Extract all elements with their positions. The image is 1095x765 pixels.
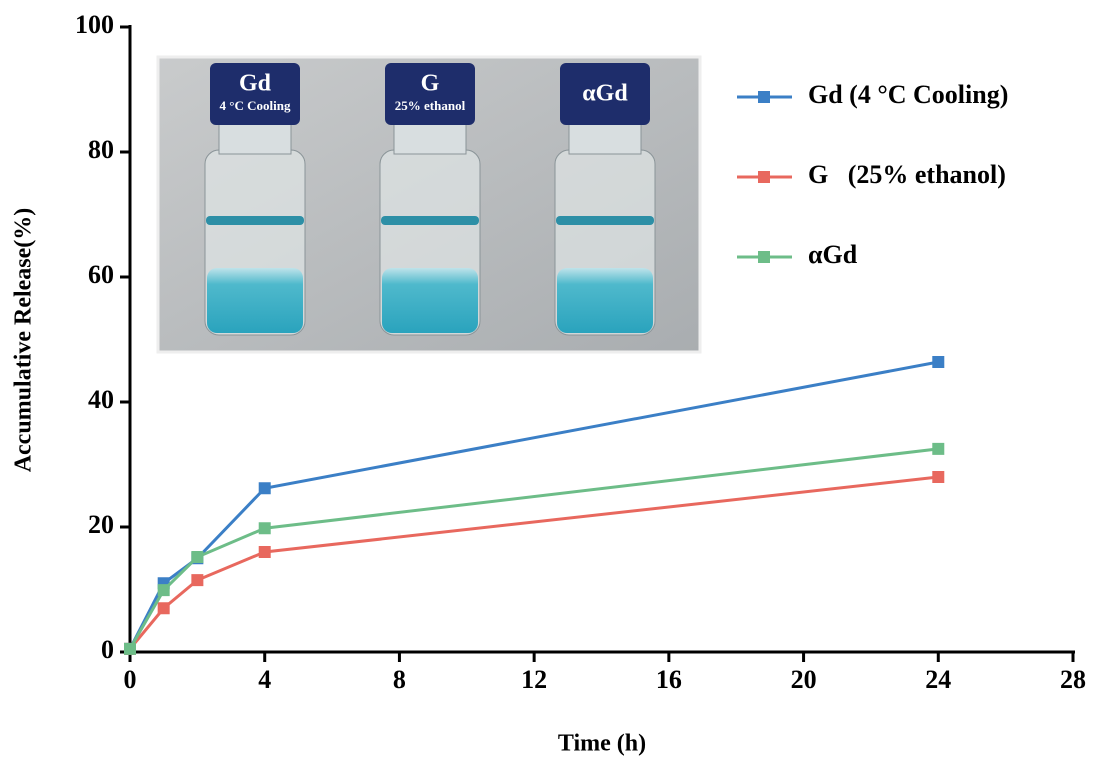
y-tick-label: 80	[88, 135, 114, 164]
vial-neck	[394, 122, 466, 154]
x-tick-label: 28	[1060, 665, 1086, 694]
y-tick-label: 0	[101, 635, 114, 664]
x-tick-label: 16	[656, 665, 682, 694]
inset-sublabel: 4 °C Cooling	[220, 98, 291, 113]
series-line	[130, 449, 938, 649]
y-axis-label: Accumulative Release(%)	[11, 208, 37, 473]
y-tick-label: 100	[75, 10, 114, 39]
vial-meniscus	[206, 216, 304, 225]
point	[259, 482, 271, 494]
legend-label: Gd (4 °C Cooling)	[808, 80, 1008, 109]
legend-label: αGd	[808, 240, 858, 269]
point	[191, 574, 203, 586]
point	[932, 356, 944, 368]
inset-label: αGd	[582, 81, 628, 107]
x-tick-label: 24	[925, 665, 951, 694]
x-tick-label: 4	[258, 665, 271, 694]
inset-sublabel: 25% ethanol	[395, 98, 466, 113]
y-tick-label: 40	[88, 385, 114, 414]
chart: Gd4 °C Cooling G25% ethanol αGd Accumulati…	[0, 0, 1095, 765]
vial-liquid	[207, 268, 303, 333]
x-tick-label: 20	[791, 665, 817, 694]
point	[932, 471, 944, 483]
point	[259, 522, 271, 534]
inset-photo: Gd4 °C Cooling G25% ethanol αGd	[158, 57, 700, 352]
legend-marker	[758, 251, 770, 263]
point	[191, 551, 203, 563]
vial-liquid	[557, 268, 653, 333]
inset-label: Gd	[239, 71, 272, 97]
legend-label: G (25% ethanol)	[808, 160, 1006, 189]
legend-marker	[758, 171, 770, 183]
point	[158, 602, 170, 614]
vial-liquid	[382, 268, 478, 333]
inset-label: G	[421, 71, 440, 97]
point	[932, 443, 944, 455]
point	[124, 643, 136, 655]
y-tick-label: 60	[88, 260, 114, 289]
series-line	[130, 362, 938, 649]
vial-neck	[569, 122, 641, 154]
vial-meniscus	[556, 216, 654, 225]
x-tick-label: 0	[124, 665, 137, 694]
point	[158, 584, 170, 596]
vial-meniscus	[381, 216, 479, 225]
y-tick-label: 20	[88, 510, 114, 539]
x-axis-label: Time (h)	[558, 731, 646, 757]
point	[259, 546, 271, 558]
legend-marker	[758, 91, 770, 103]
vial-neck	[219, 122, 291, 154]
x-tick-label: 12	[521, 665, 547, 694]
x-tick-label: 8	[393, 665, 406, 694]
